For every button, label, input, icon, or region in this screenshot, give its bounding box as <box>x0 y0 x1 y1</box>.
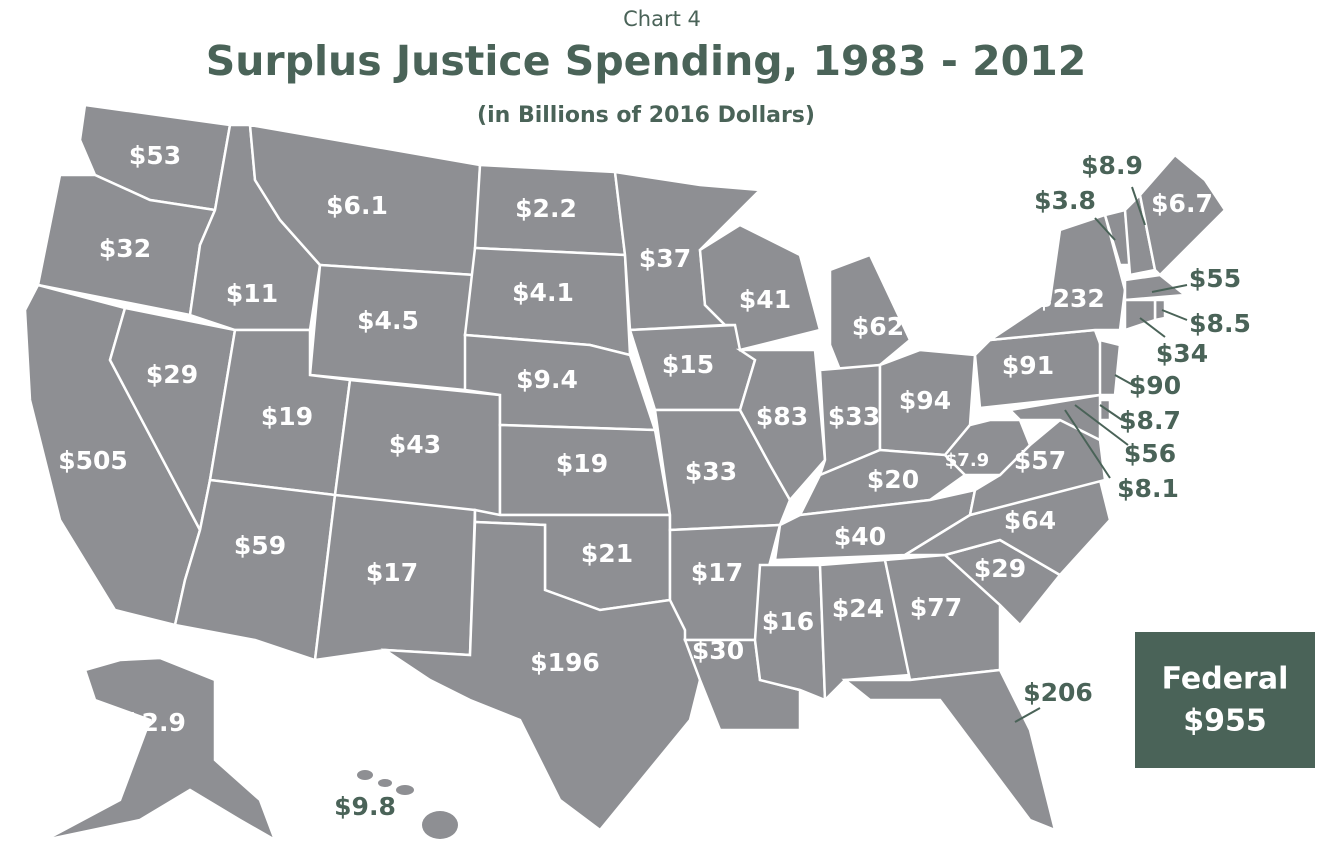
state-label: $4.5 <box>357 306 419 335</box>
state-label: $53 <box>129 141 181 170</box>
state-label: $9.4 <box>516 365 578 394</box>
leader-line <box>1131 186 1146 226</box>
leader-line <box>1139 317 1166 338</box>
state <box>943 418 1032 477</box>
states <box>23 103 1227 843</box>
state-label: $32 <box>99 234 151 263</box>
island <box>396 785 414 795</box>
state-label: $8.9 <box>1081 151 1143 180</box>
leader-line <box>1064 409 1111 479</box>
state-label: $3.8 <box>1034 186 1096 215</box>
state-label: $505 <box>58 446 128 475</box>
state-label: $43 <box>389 430 441 459</box>
leader-line <box>1014 707 1041 723</box>
state <box>989 213 1127 342</box>
state-label: $24 <box>832 594 884 623</box>
state-label: $30 <box>692 636 744 665</box>
state-label: $206 <box>1023 678 1093 707</box>
kicker: Chart 4 <box>623 7 701 31</box>
federal-box <box>1135 632 1315 768</box>
state <box>735 348 827 503</box>
state-label: $34 <box>1156 339 1208 368</box>
state <box>1138 153 1227 277</box>
state-label: $33 <box>685 457 737 486</box>
state-label: $232 <box>1035 284 1105 313</box>
island <box>378 779 392 787</box>
state-label: $19 <box>556 449 608 478</box>
state-label: $8.5 <box>1189 309 1251 338</box>
state-label: $40 <box>834 522 886 551</box>
subtitle: (in Billions of 2016 Dollars) <box>477 103 815 128</box>
state-label: $9.8 <box>334 792 396 821</box>
leader-line <box>1161 309 1188 321</box>
state-label: $91 <box>1002 351 1054 380</box>
state <box>818 558 912 703</box>
state-label: $37 <box>639 244 691 273</box>
state <box>380 520 702 832</box>
state-label: $21 <box>581 539 633 568</box>
federal-label: Federal <box>1162 662 1289 697</box>
state-label: $90 <box>1129 371 1181 400</box>
leader-line <box>1099 404 1123 421</box>
state-label: $56 <box>1124 439 1176 468</box>
leader-line <box>1151 284 1188 293</box>
state-label: $19 <box>261 402 313 431</box>
state-label: $55 <box>1189 264 1241 293</box>
state-label: $59 <box>234 531 286 560</box>
island <box>357 770 373 780</box>
state-label: $77 <box>910 593 962 622</box>
state-label: $6.7 <box>1151 189 1213 218</box>
state-label: $8.7 <box>1119 406 1181 435</box>
state-label: $15 <box>662 350 714 379</box>
state <box>968 418 1107 517</box>
state <box>1123 273 1189 302</box>
state-label: $29 <box>146 360 198 389</box>
state-label: $41 <box>739 285 791 314</box>
state-label: $83 <box>756 402 808 431</box>
state <box>841 668 1057 833</box>
state-label: $33 <box>828 402 880 431</box>
island <box>422 811 458 839</box>
state-label: $2.2 <box>515 194 577 223</box>
leader-line <box>1114 374 1134 386</box>
state-label: $6.1 <box>326 191 388 220</box>
state-label: $4.1 <box>512 278 574 307</box>
state <box>1098 338 1122 397</box>
state-label: $17 <box>691 558 743 587</box>
state-label: $94 <box>899 386 951 415</box>
state-label: $11 <box>226 279 278 308</box>
state-label: $2.9 <box>124 708 186 737</box>
state-labels: $53 $32 $505 $29 $11 $6.1 $4.5 $19 $43 $59 $17 $2.2… <box>58 141 1251 821</box>
state-label: $64 <box>1004 506 1056 535</box>
federal-value: $955 <box>1183 704 1267 739</box>
state-label: $16 <box>762 607 814 636</box>
leader-line <box>1074 404 1129 446</box>
state-label: $196 <box>530 648 600 677</box>
state-label: $20 <box>867 465 919 494</box>
state-label: $7.9 <box>945 450 989 471</box>
state-label: $8.1 <box>1117 474 1179 503</box>
state-label: $57 <box>1014 446 1066 475</box>
state-label: $29 <box>974 554 1026 583</box>
state-label: $62 <box>852 312 904 341</box>
leader-line <box>1094 217 1116 241</box>
state <box>44 656 278 843</box>
map-title: Surplus Justice Spending, 1983 - 2012 <box>206 37 1087 85</box>
state-label: $17 <box>366 558 418 587</box>
